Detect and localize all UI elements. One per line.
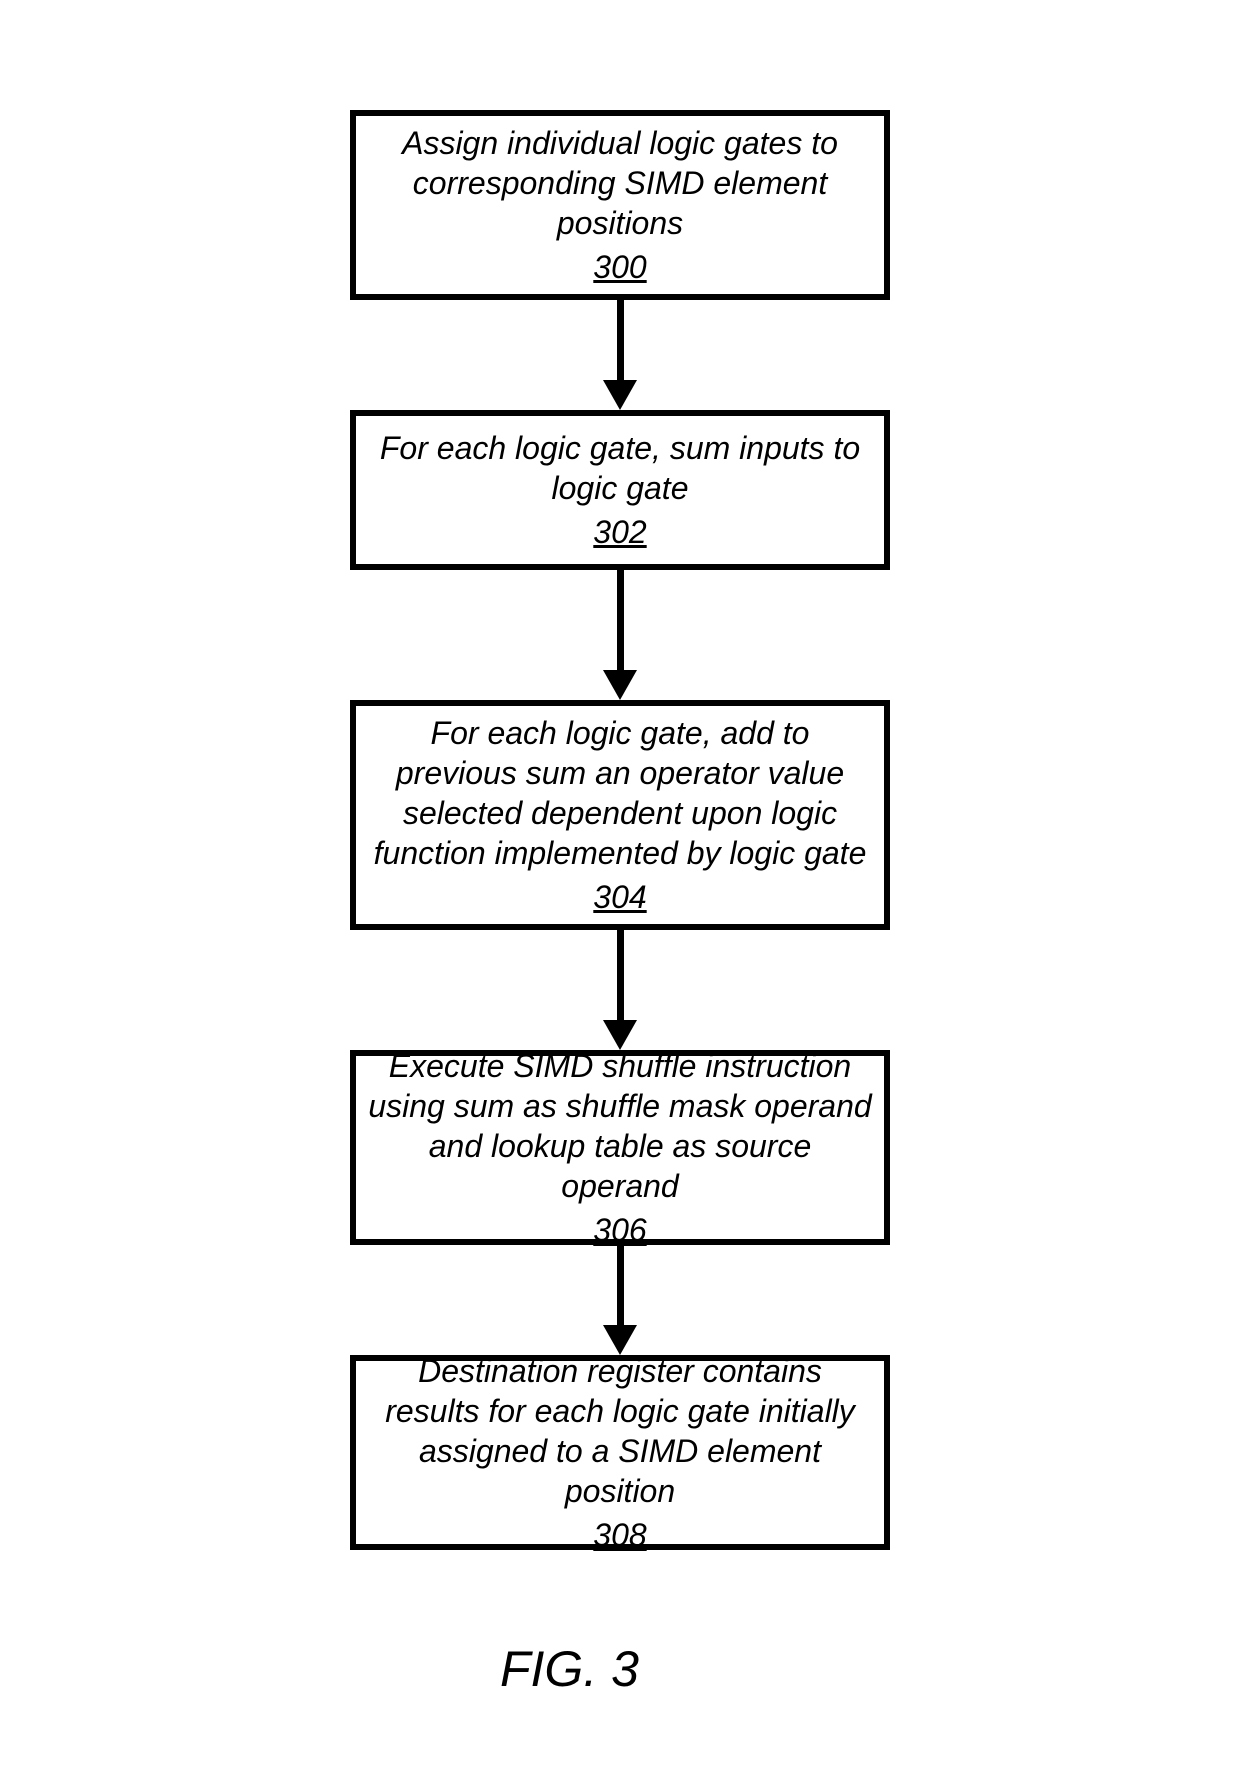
node-ref: 304 [593, 877, 646, 917]
node-ref: 306 [593, 1210, 646, 1250]
arrow-head-icon [603, 380, 637, 410]
node-text: Assign individual logic gates to corresp… [368, 123, 872, 243]
arrow-shaft [617, 1245, 624, 1325]
arrow-shaft [617, 570, 624, 670]
flowchart-node-304: For each logic gate, add to previous sum… [350, 700, 890, 930]
arrow-shaft [617, 930, 624, 1020]
node-text: Execute SIMD shuffle instruction using s… [368, 1046, 872, 1206]
flowchart-node-306: Execute SIMD shuffle instruction using s… [350, 1050, 890, 1245]
node-text: For each logic gate, sum inputs to logic… [368, 428, 872, 508]
node-ref: 308 [593, 1515, 646, 1555]
flowchart-node-302: For each logic gate, sum inputs to logic… [350, 410, 890, 570]
arrow-shaft [617, 300, 624, 380]
flowchart-node-300: Assign individual logic gates to corresp… [350, 110, 890, 300]
figure-label: FIG. 3 [500, 1640, 639, 1698]
flowchart-node-308: Destination register contains results fo… [350, 1355, 890, 1550]
arrow-head-icon [603, 1325, 637, 1355]
node-text: Destination register contains results fo… [368, 1351, 872, 1511]
node-text: For each logic gate, add to previous sum… [368, 713, 872, 873]
arrow-head-icon [603, 1020, 637, 1050]
node-ref: 300 [593, 247, 646, 287]
flowchart-canvas: Assign individual logic gates to corresp… [0, 0, 1240, 1782]
arrow-head-icon [603, 670, 637, 700]
node-ref: 302 [593, 512, 646, 552]
